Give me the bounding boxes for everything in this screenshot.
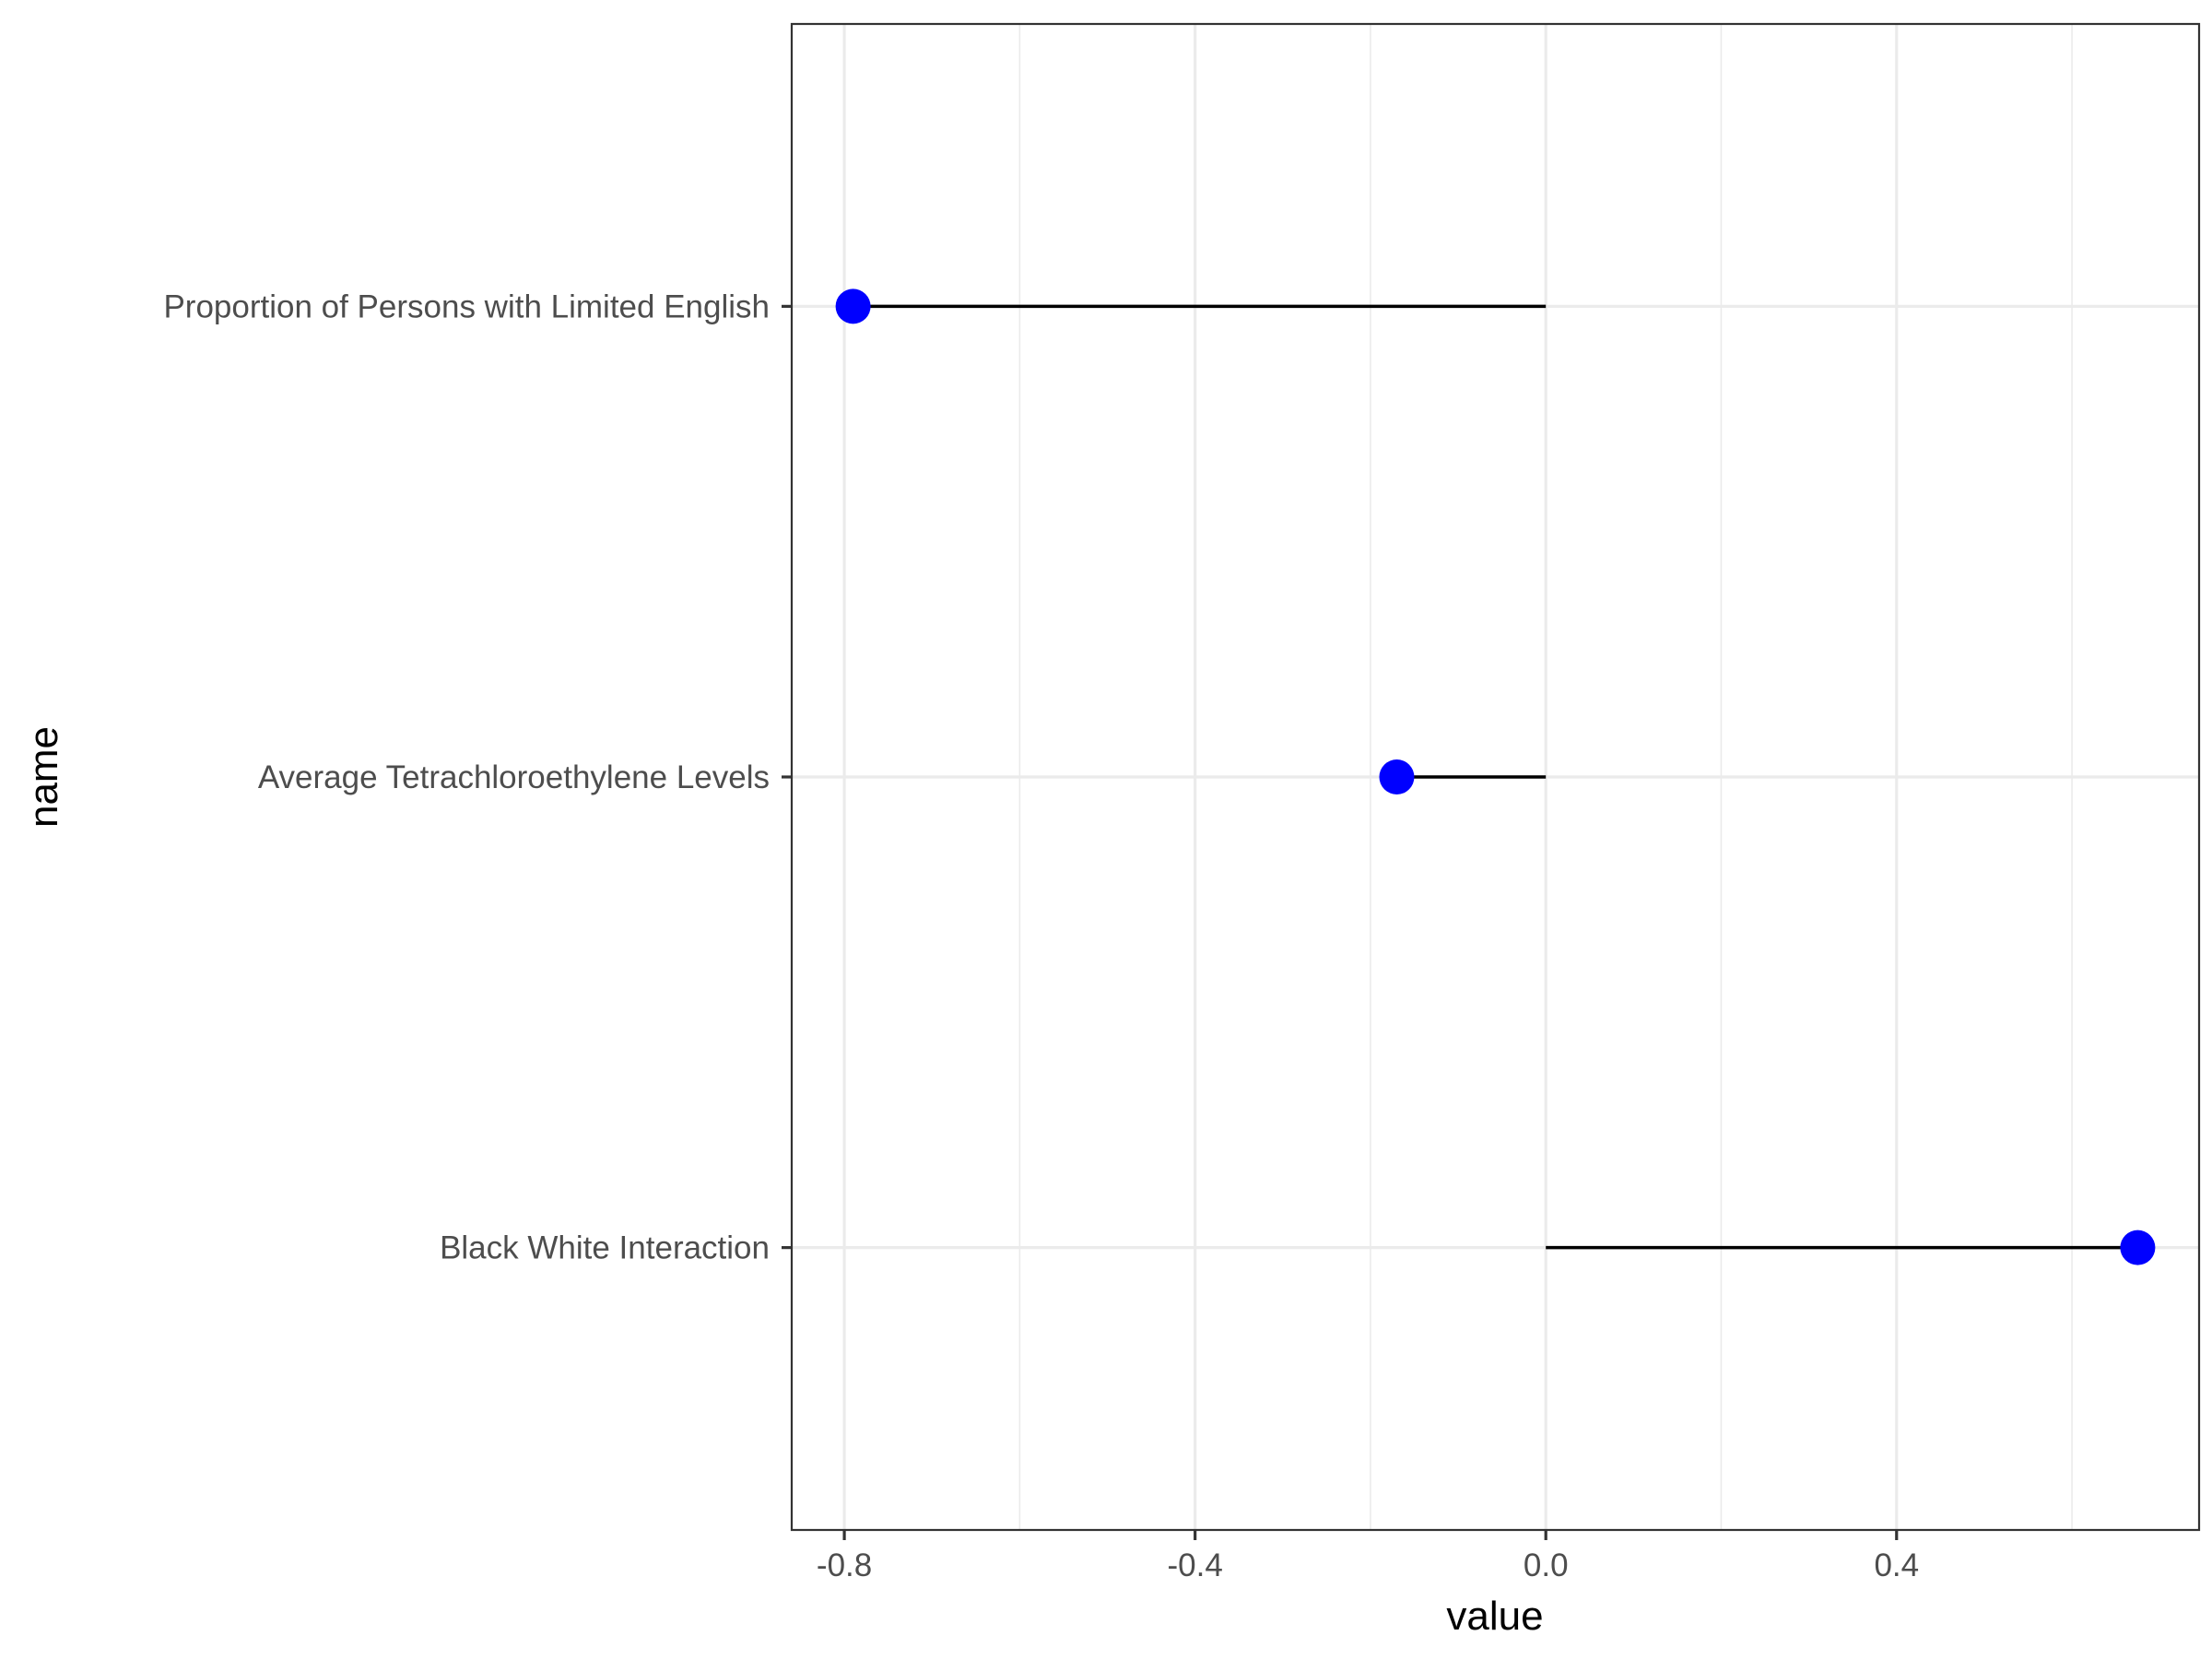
lollipop-point	[835, 288, 871, 324]
x-tick-label: -0.4	[1167, 1547, 1222, 1583]
y-tick-label: Proportion of Persons with Limited Engli…	[163, 288, 770, 324]
y-tick-label: Black White Interaction	[440, 1230, 770, 1266]
x-tick-label: 0.4	[1874, 1547, 1919, 1583]
lollipop-stems	[853, 304, 2138, 1250]
y-tick-label: Average Tetrachloroethylene Levels	[258, 759, 770, 795]
lollipop-point	[1379, 759, 1415, 794]
y-axis: Black White Interaction Average Tetrachlo…	[163, 288, 792, 1266]
x-tick-label: 0.0	[1524, 1547, 1569, 1583]
lollipop-points	[835, 288, 2156, 1265]
y-axis-title: name	[21, 726, 66, 828]
x-tick-label: -0.8	[817, 1547, 872, 1583]
x-axis: -0.8 -0.4 0.0 0.4	[817, 1530, 1919, 1583]
x-axis-title: value	[1446, 1594, 1543, 1639]
lollipop-point	[2120, 1230, 2156, 1265]
